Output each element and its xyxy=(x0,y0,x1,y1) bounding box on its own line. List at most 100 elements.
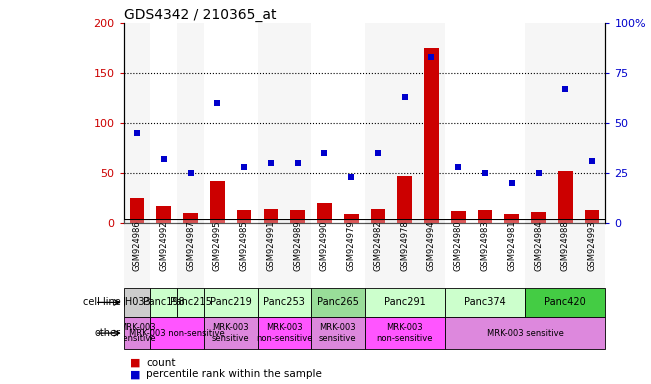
Text: Panc420: Panc420 xyxy=(544,297,586,308)
Point xyxy=(400,94,410,100)
Bar xyxy=(204,288,258,317)
Bar xyxy=(505,214,519,223)
Point xyxy=(533,170,544,176)
Bar xyxy=(204,317,258,349)
Text: MRK-003
sensitive: MRK-003 sensitive xyxy=(212,323,249,343)
Bar xyxy=(150,288,177,317)
Point xyxy=(159,156,169,162)
Bar xyxy=(124,219,150,288)
Text: ■: ■ xyxy=(130,369,141,379)
Bar xyxy=(124,23,150,223)
Bar xyxy=(471,219,499,288)
Bar xyxy=(525,23,605,223)
Point xyxy=(346,174,356,180)
Point xyxy=(319,150,329,156)
Bar xyxy=(150,23,177,223)
Text: MRK-003
sensitive: MRK-003 sensitive xyxy=(118,323,156,343)
Bar xyxy=(585,210,600,223)
Text: MRK-003 non-sensitive: MRK-003 non-sensitive xyxy=(130,329,225,338)
Text: Panc215: Panc215 xyxy=(170,297,212,308)
Point xyxy=(186,170,196,176)
Text: GSM924984: GSM924984 xyxy=(534,220,543,271)
Text: Panc291: Panc291 xyxy=(384,297,426,308)
Point xyxy=(292,160,303,166)
Bar xyxy=(130,198,145,223)
Bar xyxy=(156,206,171,223)
Text: MRK-003 sensitive: MRK-003 sensitive xyxy=(487,329,564,338)
Bar xyxy=(124,288,150,317)
Text: Panc198: Panc198 xyxy=(143,297,185,308)
Bar xyxy=(445,317,605,349)
Text: cell line: cell line xyxy=(83,297,120,308)
Text: GDS4342 / 210365_at: GDS4342 / 210365_at xyxy=(124,8,276,22)
Bar xyxy=(525,219,552,288)
Bar xyxy=(311,317,365,349)
Text: GSM924992: GSM924992 xyxy=(159,220,169,271)
Bar xyxy=(478,210,492,223)
Text: GSM924978: GSM924978 xyxy=(400,220,409,271)
Text: GSM924993: GSM924993 xyxy=(588,220,596,271)
Point xyxy=(506,180,517,186)
Bar xyxy=(445,23,525,223)
Point xyxy=(560,86,570,92)
Text: GSM924994: GSM924994 xyxy=(427,220,436,271)
Bar xyxy=(230,219,258,288)
Point xyxy=(426,54,437,60)
Bar xyxy=(311,288,365,317)
Text: GSM924987: GSM924987 xyxy=(186,220,195,271)
Bar xyxy=(183,213,198,223)
Text: MRK-003
non-sensitive: MRK-003 non-sensitive xyxy=(256,323,312,343)
Bar xyxy=(150,317,204,349)
Text: GSM924982: GSM924982 xyxy=(374,220,382,271)
Bar xyxy=(311,219,338,288)
Bar xyxy=(525,288,605,317)
Bar xyxy=(365,23,445,223)
Bar xyxy=(204,219,230,288)
Bar xyxy=(204,23,258,223)
Text: GSM924985: GSM924985 xyxy=(240,220,249,271)
Point xyxy=(373,150,383,156)
Text: GSM924979: GSM924979 xyxy=(347,220,355,271)
Bar xyxy=(397,176,412,223)
Bar xyxy=(418,219,445,288)
Bar xyxy=(258,23,311,223)
Bar xyxy=(579,219,605,288)
Text: ■: ■ xyxy=(130,358,141,368)
Bar xyxy=(317,203,332,223)
Text: count: count xyxy=(146,358,176,368)
Bar xyxy=(258,317,311,349)
Text: other: other xyxy=(94,328,120,338)
Bar xyxy=(445,288,525,317)
Bar xyxy=(391,219,418,288)
Text: Panc219: Panc219 xyxy=(210,297,252,308)
Bar xyxy=(445,219,471,288)
Bar xyxy=(290,210,305,223)
Text: Panc265: Panc265 xyxy=(317,297,359,308)
Bar xyxy=(258,288,311,317)
Point xyxy=(239,164,249,170)
Bar xyxy=(365,219,391,288)
Bar xyxy=(499,219,525,288)
Bar xyxy=(210,181,225,223)
Bar xyxy=(338,219,365,288)
Text: GSM924983: GSM924983 xyxy=(480,220,490,271)
Text: JH033: JH033 xyxy=(123,297,152,308)
Bar xyxy=(558,171,573,223)
Bar xyxy=(424,48,439,223)
Text: MRK-003
sensitive: MRK-003 sensitive xyxy=(319,323,357,343)
Point xyxy=(587,158,597,164)
Bar xyxy=(124,317,150,349)
Bar xyxy=(177,219,204,288)
Text: GSM924988: GSM924988 xyxy=(561,220,570,271)
Bar xyxy=(237,210,251,223)
Point xyxy=(132,130,143,136)
Bar xyxy=(344,214,359,223)
Bar xyxy=(264,209,278,223)
Text: Panc253: Panc253 xyxy=(264,297,305,308)
Bar xyxy=(284,219,311,288)
Text: percentile rank within the sample: percentile rank within the sample xyxy=(146,369,322,379)
Text: GSM924990: GSM924990 xyxy=(320,220,329,271)
Bar xyxy=(552,219,579,288)
Point xyxy=(480,170,490,176)
Bar xyxy=(531,212,546,223)
